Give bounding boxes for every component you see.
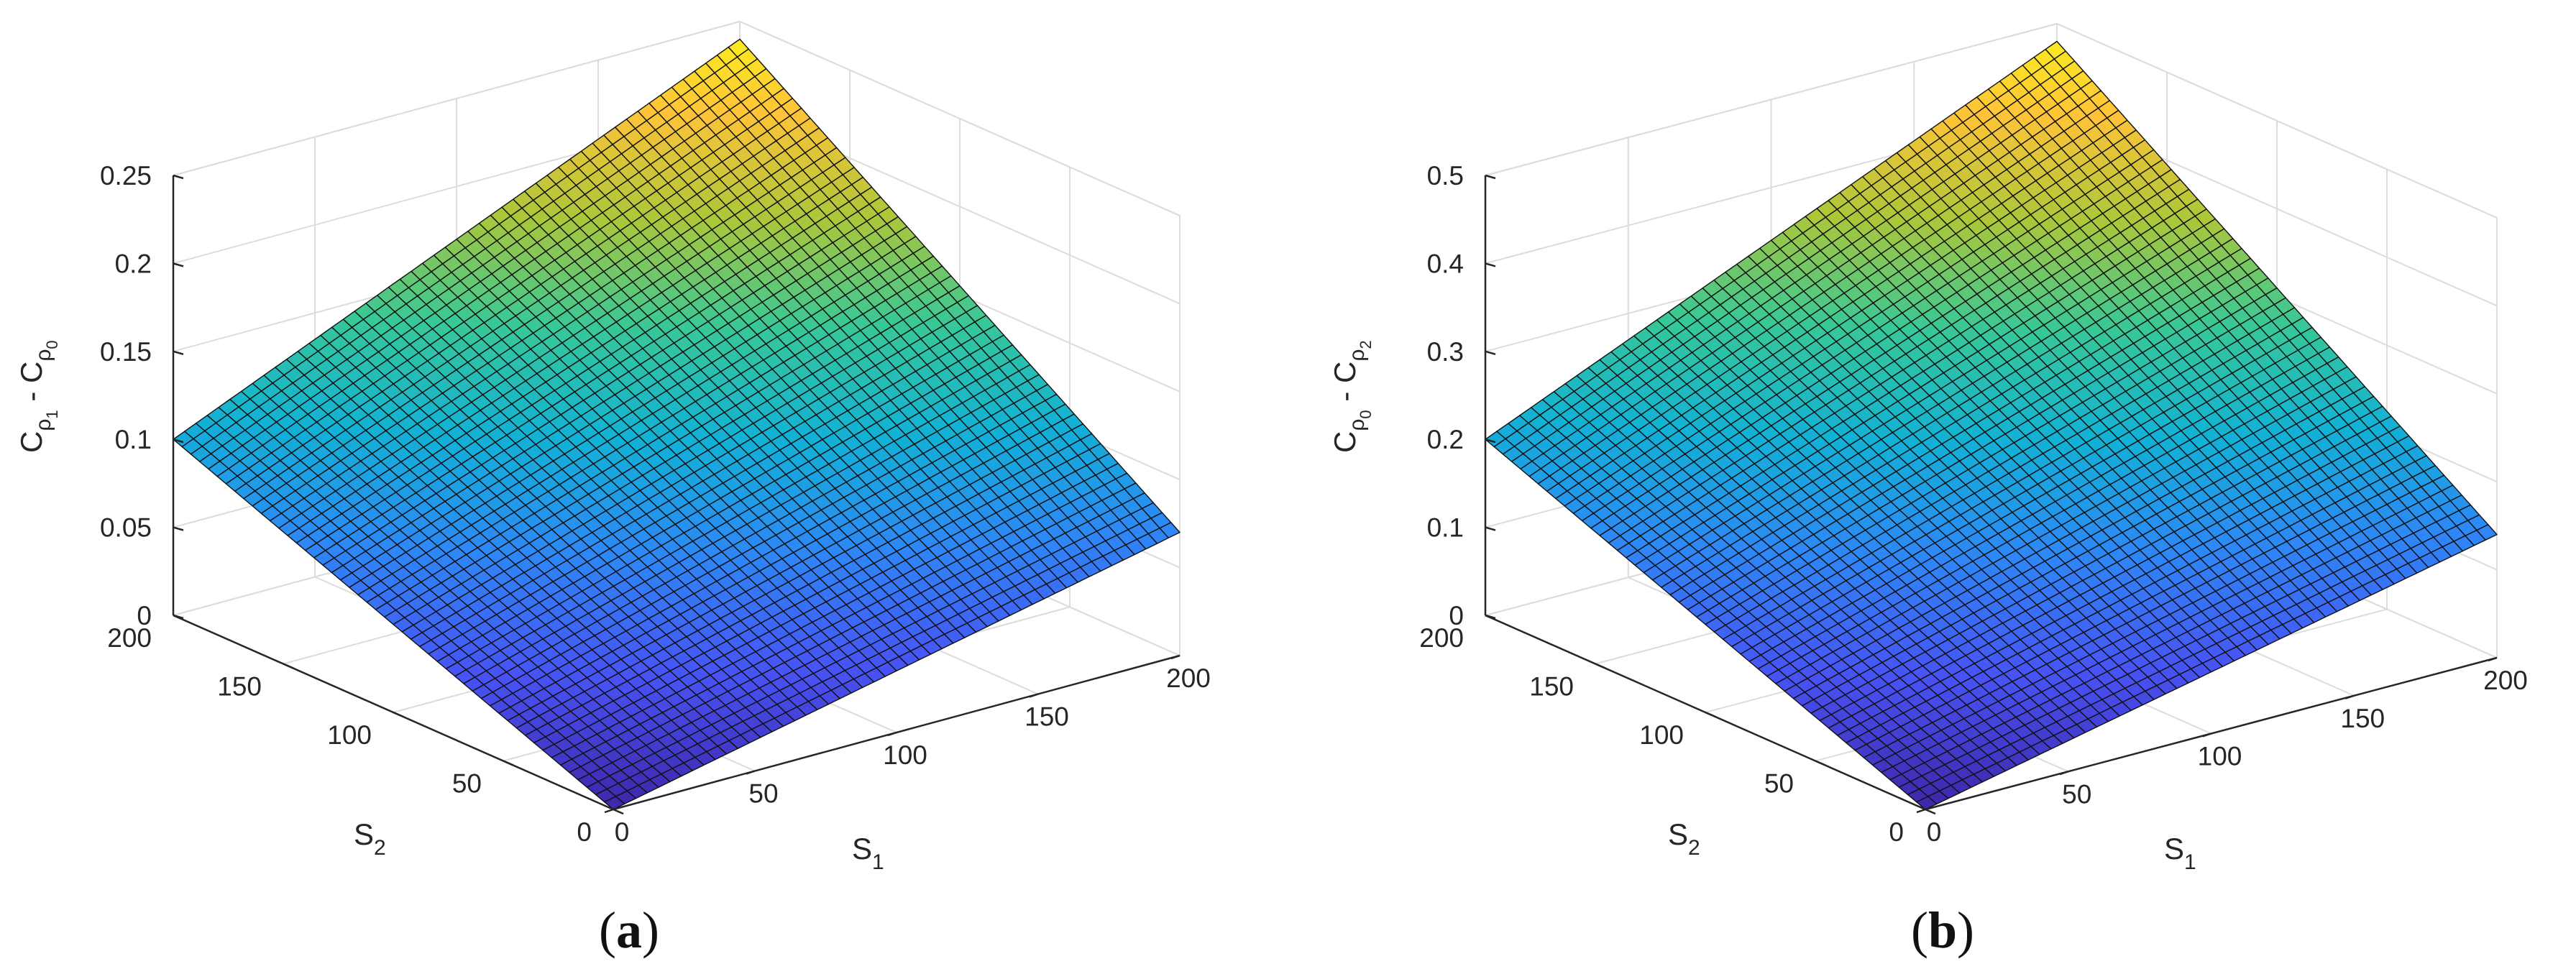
panel-a-z-tick (173, 614, 184, 620)
panel-a-box-edge (739, 21, 1181, 216)
panel-a-surface-chart: 05010015020005010015020000.050.10.150.20… (14, 21, 1211, 959)
panel-b-surface (1485, 40, 2498, 810)
panel-a-z-tick-label: 0.05 (100, 513, 152, 543)
panel-a-y-tick-label: 50 (452, 769, 482, 799)
panel-b-surface-chart: 05010015020005010015020000.10.20.30.40.5… (1328, 23, 2528, 959)
panel-a-z-label-rho2: ρ (32, 349, 55, 362)
panel-a-z-tick-label: 0 (137, 601, 152, 630)
panel-a-caption-close: ) (642, 901, 659, 959)
panel-a-x-axis-label: S1 (852, 832, 884, 874)
panel-a-x-tick (1170, 654, 1181, 660)
panel-a-z-axis-label: Cρ1 - Cρ0 (14, 340, 61, 453)
panel-a-caption: (a) (599, 901, 659, 959)
panel-a-y-axis-label-subscript: 2 (374, 836, 386, 860)
panel-a-z-tick (173, 174, 184, 180)
panel-a-y-tick-label: 200 (107, 623, 152, 653)
panel-a-tick-labels: 05010015020005010015020000.050.10.150.20… (100, 161, 1211, 847)
panel-a-z-label-c1: C (14, 431, 48, 453)
panel-a-y-tick (503, 760, 514, 766)
panel-a-x-tick (1029, 693, 1039, 698)
panel-a-x-tick-label: 50 (748, 779, 778, 809)
panel-a-caption-letter: a (616, 901, 642, 959)
panel-a-axes (172, 174, 1181, 815)
panel-a-surface (173, 38, 1181, 810)
panel-a-z-tick-label: 0.1 (115, 425, 152, 454)
panel-a-z-tick (173, 350, 184, 356)
panel-a-y-tick (613, 808, 624, 815)
panel-a-x-tick-label: 150 (1025, 702, 1069, 732)
panel-a-z-label-idx1: 1 (43, 410, 61, 418)
panel-a-x-tick-label: 0 (615, 817, 630, 847)
panel-a-z-label-idx2: 0 (43, 340, 61, 349)
panel-a-z-tick-label: 0.25 (100, 161, 152, 190)
panel-a-x-axis-label-subscript: 1 (872, 850, 884, 874)
panel-a-caption-open: ( (599, 901, 616, 959)
panel-a-y-tick (393, 711, 404, 718)
panel-a-box-edge (173, 21, 741, 176)
panel-a-x-axis-label-main: S (852, 832, 872, 865)
panel-a-y-axis-label-main: S (354, 817, 374, 851)
panel-a-x-tick-label: 200 (1166, 663, 1211, 693)
panel-a-y-tick-label: 0 (577, 817, 592, 847)
panel-a-surface-cell (604, 796, 625, 810)
panel-a-y-tick-label: 150 (217, 672, 262, 702)
panel-a-x-tick (746, 770, 756, 775)
panel-b-box-edge (2056, 23, 2498, 219)
panel-a-z-tick-label: 0.15 (100, 337, 152, 367)
panel-a-z-tick (173, 262, 184, 267)
panel-a-x-tick-label: 100 (883, 740, 927, 770)
panel-a-z-tick-label: 0.2 (115, 249, 152, 278)
panel-a-y-axis-label: S2 (354, 817, 386, 860)
panel-a-z-label-c2: - C (14, 362, 48, 410)
panel-a-y-tick-label: 100 (327, 720, 372, 750)
panel-b-box-edge (1485, 23, 2058, 176)
panel-a-y-tick (283, 663, 294, 669)
panel-a-z-label-rho1: ρ (32, 419, 55, 431)
panel-a-z-tick (173, 438, 184, 444)
panel-a-x-tick (604, 808, 614, 814)
panel-a-z-tick (173, 526, 184, 531)
panel-a-x-tick (887, 731, 897, 737)
